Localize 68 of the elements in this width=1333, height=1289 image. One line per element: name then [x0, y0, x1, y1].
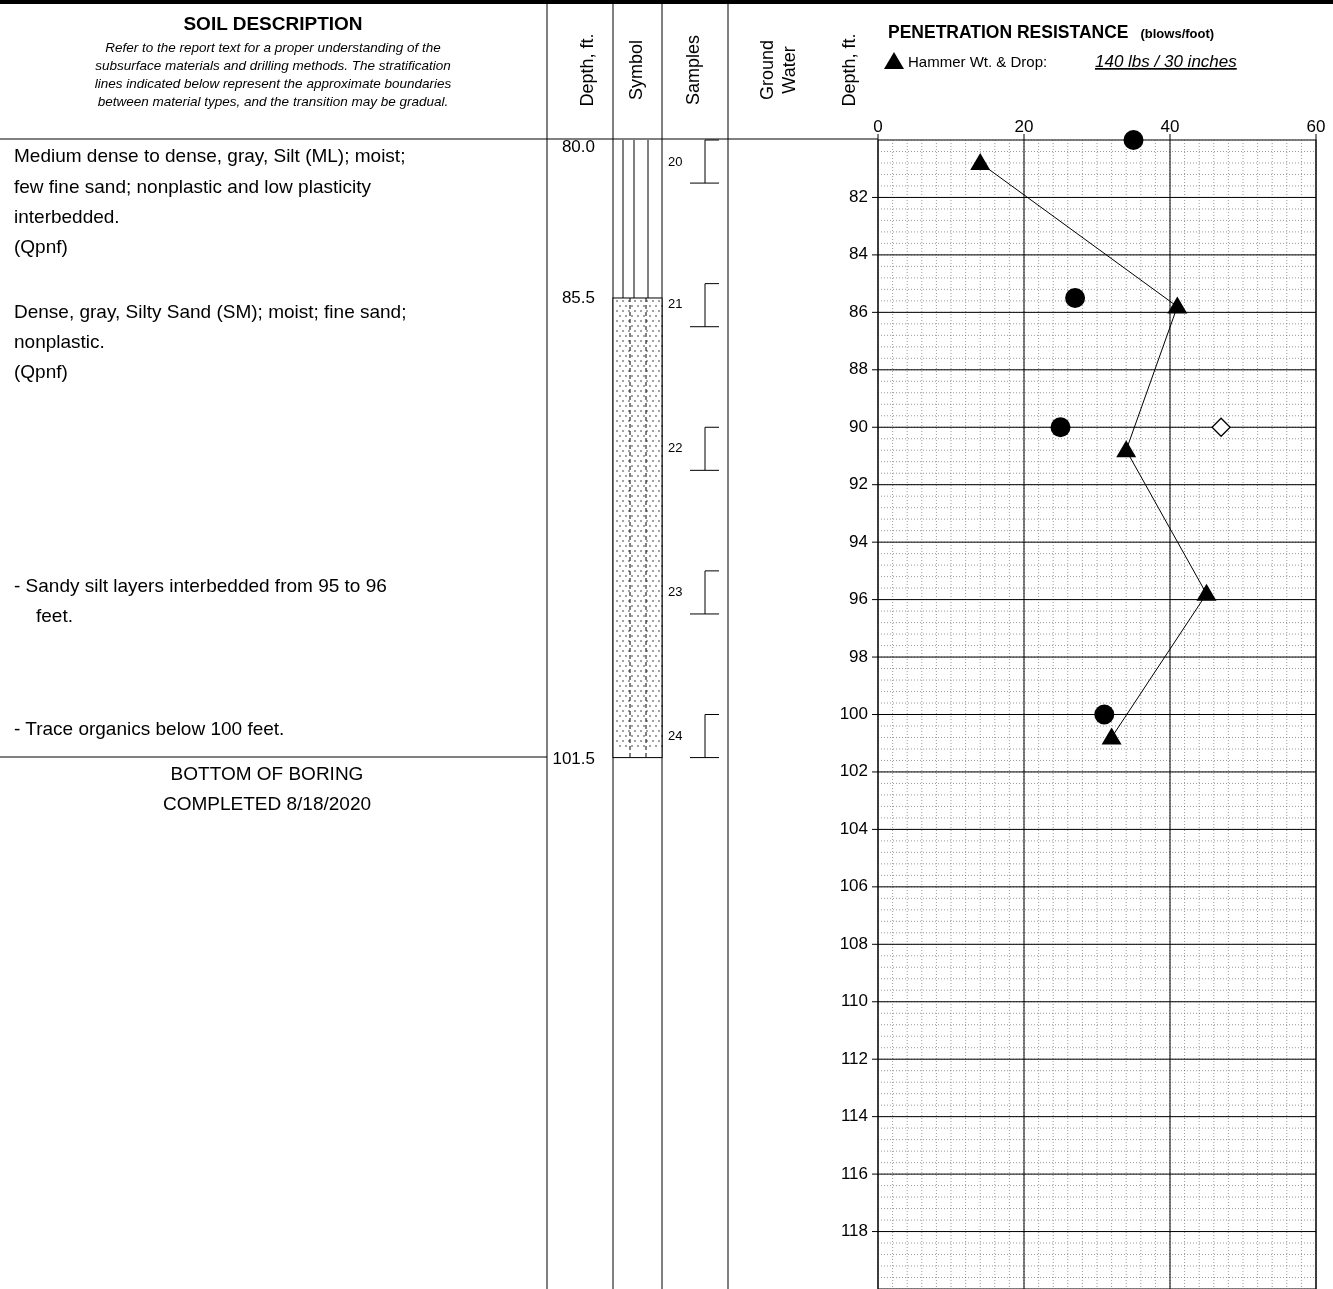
point [1094, 704, 1115, 725]
y-tick-label: 82 [849, 186, 868, 206]
text: 140 lbs / 30 inches [1095, 52, 1238, 71]
y-tick-label: 102 [839, 761, 868, 781]
y-tick-label: 114 [840, 1106, 868, 1126]
text: Water [778, 46, 799, 94]
x-tick-label: 20 [1014, 117, 1034, 136]
y-tick-label: 106 [839, 876, 868, 896]
point [1211, 417, 1231, 437]
text: Medium dense to dense, gray, Silt (ML); moist; [14, 145, 406, 166]
text: 24 [668, 728, 683, 743]
text: COMPLETED 8/18/2020 [162, 793, 372, 814]
text: 80.0 [561, 137, 595, 156]
chart-subtitle: (blows/foot) [1140, 26, 1215, 41]
text: subsurface materials and drilling methods. The stratification [95, 58, 451, 73]
y-tick-label: 110 [840, 991, 868, 1011]
text: Samples [682, 34, 703, 106]
point [1050, 417, 1071, 438]
point [1065, 287, 1086, 308]
text: (Qpnf) [14, 236, 68, 257]
text: Dense, gray, Silty Sand (SM); moist; fine sand; [14, 301, 407, 322]
x-tick-label: 60 [1306, 117, 1326, 136]
point [1116, 440, 1137, 458]
y-axis-title: Depth, ft. [838, 33, 859, 107]
y-tick-label: 116 [840, 1163, 868, 1183]
y-tick-label: 112 [840, 1048, 868, 1068]
y-tick-label: 84 [849, 244, 868, 264]
text: Ground [756, 39, 777, 101]
text: between material types, and the transition may be gradual. [97, 94, 449, 109]
point [1101, 727, 1122, 745]
y-tick-label: 104 [839, 818, 868, 838]
y-tick-label: 86 [849, 301, 868, 321]
x-tick-label: 40 [1160, 117, 1180, 136]
text: - Sandy silt layers interbedded from 95 to 96 [14, 575, 387, 596]
point [1196, 583, 1217, 601]
text: BOTTOM OF BORING [170, 763, 364, 784]
y-tick-label: 118 [840, 1221, 868, 1241]
text: few fine sand; nonplastic and low plasticity [14, 176, 372, 197]
point [1167, 296, 1188, 314]
text: 23 [668, 584, 683, 599]
y-tick-label: 88 [849, 359, 868, 379]
legend-label: Hammer Wt. & Drop: [908, 53, 1048, 70]
y-tick-label: 90 [849, 416, 868, 436]
text: (Qpnf) [14, 361, 68, 382]
text: 101.5 [552, 749, 595, 768]
chart-title: PENETRATION RESISTANCE [888, 22, 1129, 42]
text: 85.5 [561, 288, 595, 307]
text: feet. [36, 605, 73, 626]
point [970, 152, 991, 170]
y-tick-label: 98 [849, 646, 868, 666]
text: SOIL DESCRIPTION [183, 13, 363, 34]
y-tick-label: 94 [849, 531, 868, 551]
x-tick-label: 0 [873, 117, 883, 136]
text: Symbol [625, 39, 646, 101]
y-tick-label: 100 [839, 703, 868, 723]
point [1123, 130, 1144, 150]
text: Depth, ft. [576, 33, 597, 107]
text: lines indicated below represent the approximate boundaries [94, 76, 452, 91]
text: nonplastic. [14, 331, 105, 352]
y-tick-label: 96 [849, 589, 868, 609]
y-tick-label: 108 [839, 933, 868, 953]
text: 21 [668, 296, 683, 311]
text: 22 [668, 440, 683, 455]
text: Refer to the report text for a proper understanding of the [105, 40, 441, 55]
text: interbedded. [14, 206, 120, 227]
text: 20 [668, 154, 683, 169]
text: - Trace organics below 100 feet. [14, 718, 285, 739]
y-tick-label: 92 [849, 474, 868, 494]
